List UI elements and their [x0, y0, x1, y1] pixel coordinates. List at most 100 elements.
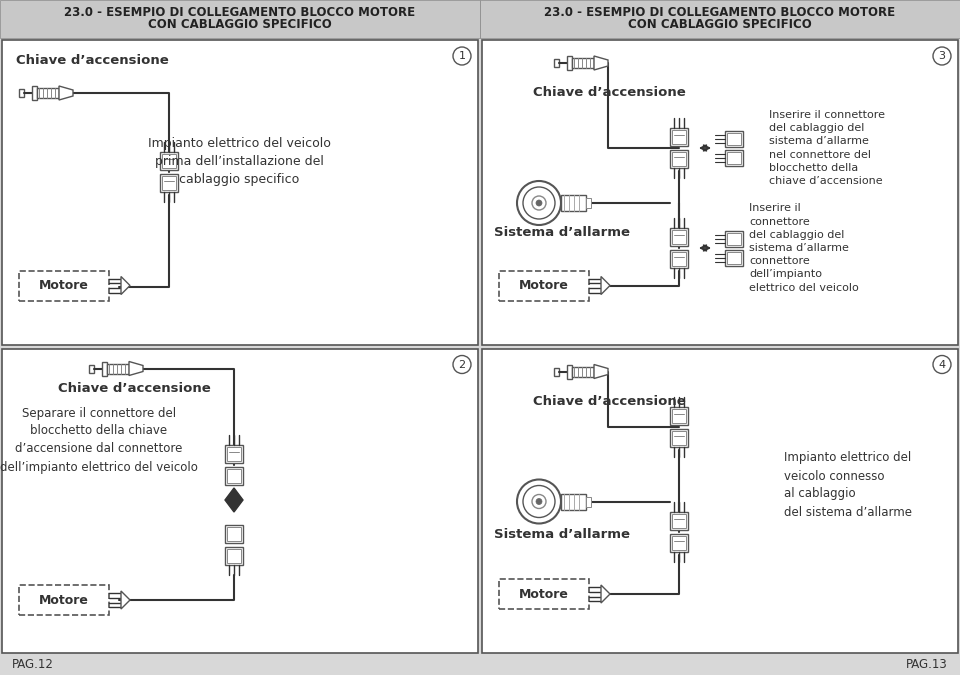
- Bar: [672, 408, 686, 423]
- Text: Inserire il connettore
del cablaggio del
sistema d’allarme
nel connettore del
bl: Inserire il connettore del cablaggio del…: [769, 110, 885, 186]
- Text: Inserire il
connettore
del cablaggio del
sistema d’allarme
connettore
dell’impia: Inserire il connettore del cablaggio del…: [749, 203, 859, 292]
- Text: 4: 4: [939, 360, 946, 369]
- Bar: [725, 130, 743, 146]
- Bar: [227, 469, 241, 483]
- Bar: [561, 504, 569, 508]
- Text: Impianto elettrico del veicolo
prima dell’installazione del
cablaggio specifico: Impianto elettrico del veicolo prima del…: [148, 137, 330, 186]
- Bar: [554, 367, 559, 375]
- Bar: [672, 130, 686, 144]
- Polygon shape: [121, 591, 130, 609]
- Bar: [672, 252, 686, 266]
- Bar: [725, 230, 743, 246]
- Polygon shape: [594, 364, 608, 379]
- Bar: [672, 230, 686, 244]
- Circle shape: [517, 181, 561, 225]
- Text: 3: 3: [939, 51, 946, 61]
- Bar: [225, 445, 243, 463]
- Text: Separare il connettore del
blocchetto della chiave
d’accensione dal connettore
d: Separare il connettore del blocchetto de…: [0, 406, 198, 473]
- Polygon shape: [225, 488, 243, 512]
- Bar: [572, 367, 594, 377]
- Bar: [162, 176, 176, 190]
- Bar: [567, 364, 572, 379]
- Polygon shape: [594, 56, 608, 70]
- Bar: [102, 362, 107, 375]
- Bar: [670, 429, 688, 446]
- Bar: [727, 232, 741, 244]
- Polygon shape: [59, 86, 73, 100]
- Bar: [482, 348, 958, 653]
- Bar: [670, 406, 688, 425]
- Text: Chiave d’accensione: Chiave d’accensione: [533, 86, 685, 99]
- Bar: [572, 58, 594, 68]
- Bar: [19, 89, 24, 97]
- Text: Chiave d’accensione: Chiave d’accensione: [533, 395, 685, 408]
- Bar: [672, 535, 686, 549]
- Bar: [670, 250, 688, 268]
- Circle shape: [933, 47, 951, 65]
- Bar: [227, 447, 241, 461]
- Circle shape: [453, 47, 471, 65]
- Bar: [227, 527, 241, 541]
- Text: Sistema d’allarme: Sistema d’allarme: [494, 528, 630, 541]
- Text: Sistema d’allarme: Sistema d’allarme: [494, 227, 630, 240]
- Text: Motore: Motore: [39, 593, 89, 607]
- Bar: [561, 205, 569, 209]
- Bar: [670, 512, 688, 529]
- Circle shape: [536, 499, 542, 504]
- Bar: [670, 228, 688, 246]
- Text: 1: 1: [459, 51, 466, 61]
- Bar: [107, 364, 129, 373]
- Bar: [561, 493, 586, 510]
- Circle shape: [523, 485, 555, 518]
- Text: Chiave d’accensione: Chiave d’accensione: [16, 53, 169, 67]
- Circle shape: [933, 356, 951, 373]
- Bar: [2, 40, 478, 344]
- Text: 2: 2: [459, 360, 466, 369]
- Bar: [480, 0, 960, 38]
- Bar: [37, 88, 59, 98]
- Bar: [160, 173, 178, 192]
- Polygon shape: [129, 362, 143, 375]
- Bar: [225, 547, 243, 565]
- Bar: [670, 128, 688, 146]
- Bar: [160, 151, 178, 169]
- Text: Impianto elettrico del
veicolo connesso
al cablaggio
del sistema d’allarme: Impianto elettrico del veicolo connesso …: [784, 452, 912, 518]
- Bar: [727, 132, 741, 144]
- Circle shape: [536, 200, 542, 206]
- Circle shape: [517, 479, 561, 524]
- Bar: [2, 348, 478, 653]
- Bar: [32, 86, 37, 100]
- Bar: [225, 525, 243, 543]
- Text: Motore: Motore: [519, 587, 569, 601]
- Bar: [227, 549, 241, 563]
- Bar: [672, 152, 686, 166]
- Text: CON CABLAGGIO SPECIFICO: CON CABLAGGIO SPECIFICO: [628, 18, 812, 32]
- Text: 23.0 - ESEMPIO DI COLLEGAMENTO BLOCCO MOTORE: 23.0 - ESEMPIO DI COLLEGAMENTO BLOCCO MO…: [64, 7, 416, 20]
- Circle shape: [523, 187, 555, 219]
- Bar: [0, 0, 480, 38]
- Bar: [670, 150, 688, 168]
- Text: Motore: Motore: [39, 279, 89, 292]
- Bar: [19, 271, 109, 300]
- Bar: [586, 198, 591, 208]
- Bar: [567, 56, 572, 70]
- Polygon shape: [601, 277, 610, 294]
- Text: PAG.13: PAG.13: [906, 659, 948, 672]
- Bar: [727, 252, 741, 263]
- Bar: [725, 149, 743, 165]
- Text: 23.0 - ESEMPIO DI COLLEGAMENTO BLOCCO MOTORE: 23.0 - ESEMPIO DI COLLEGAMENTO BLOCCO MO…: [544, 7, 896, 20]
- Bar: [727, 151, 741, 163]
- Text: CON CABLAGGIO SPECIFICO: CON CABLAGGIO SPECIFICO: [148, 18, 332, 32]
- Bar: [19, 585, 109, 615]
- Text: Motore: Motore: [519, 279, 569, 292]
- Circle shape: [532, 196, 546, 210]
- Circle shape: [453, 356, 471, 373]
- Circle shape: [532, 495, 546, 508]
- Bar: [482, 40, 958, 344]
- Bar: [162, 153, 176, 167]
- Bar: [725, 250, 743, 265]
- Bar: [89, 364, 94, 373]
- Text: PAG.12: PAG.12: [12, 659, 54, 672]
- Bar: [554, 59, 559, 67]
- Bar: [586, 497, 591, 506]
